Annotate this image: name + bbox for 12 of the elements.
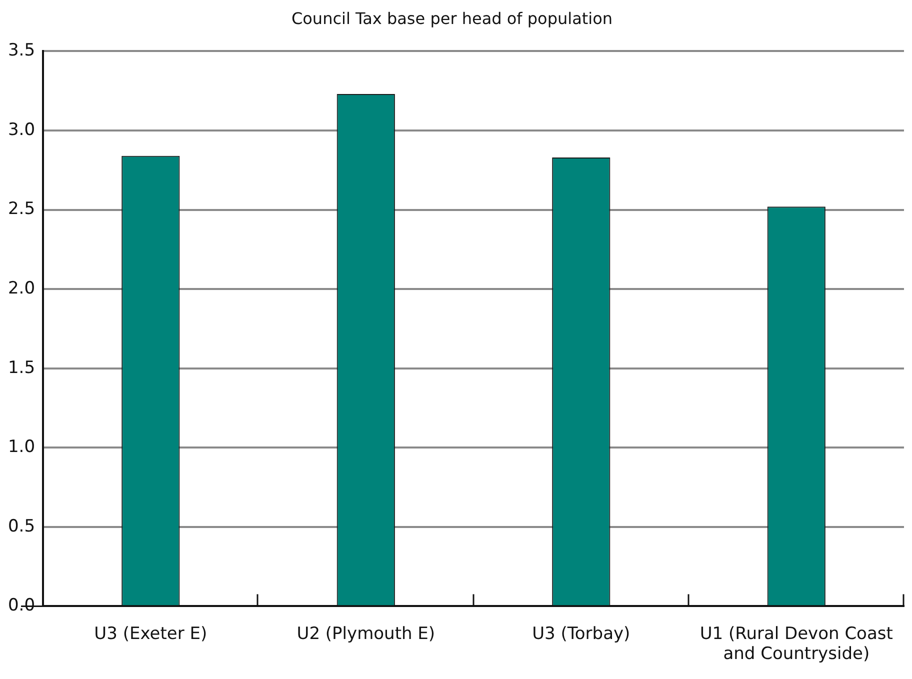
y-tick-label: 1.0 (8, 437, 36, 458)
y-tick-label: 2.5 (8, 199, 36, 220)
y-tick-label: 3.5 (8, 40, 36, 61)
chart-title: Council Tax base per head of population (291, 8, 613, 28)
x-tick-label: U3 (Exeter E) (94, 624, 208, 644)
y-tick-label: 1.5 (8, 358, 36, 378)
y-tick-label: 2.0 (8, 278, 36, 298)
y-tick-label: 3.0 (8, 120, 36, 140)
x-tick-label: U1 (Rural Devon Coast and Countryside) (700, 624, 894, 664)
y-tick-label: 0.5 (8, 516, 36, 536)
x-tick-label: U2 (Plymouth E) (296, 624, 436, 644)
x-tick-label: U3 (Torbay) (532, 624, 630, 644)
